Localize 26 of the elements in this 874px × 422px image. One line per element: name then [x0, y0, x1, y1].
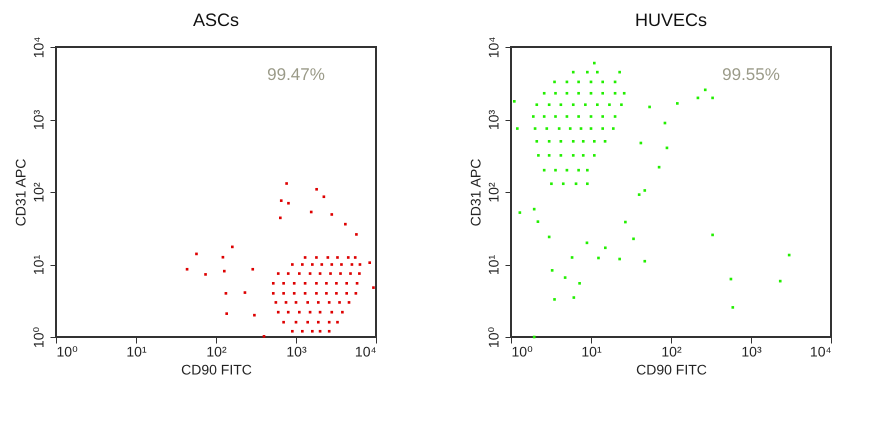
x-tick-label: 10⁰: [56, 344, 78, 360]
x-tick-label: 10⁴: [354, 344, 376, 360]
y-tick-label: 10²: [486, 182, 502, 203]
x-tick-label: 10¹: [581, 344, 602, 360]
x-tick-label: 10²: [206, 344, 227, 360]
y-axis-title: CD31 APC: [468, 158, 484, 226]
x-tick-label: 10⁴: [810, 344, 832, 360]
y-tick-label: 10¹: [486, 254, 502, 276]
annotation: 99.55%: [722, 65, 780, 84]
x-tick-label: 10¹: [126, 344, 147, 360]
annotation: 99.47%: [267, 65, 325, 84]
x-tick-label: 10⁰: [512, 344, 534, 360]
chart-title: HUVECs: [634, 10, 708, 30]
chart-title: ASCs: [192, 10, 240, 30]
y-tick-label: 10⁴: [30, 36, 46, 58]
x-tick-label: 10³: [286, 344, 307, 360]
y-tick-label: 10⁴: [486, 36, 502, 58]
y-tick-label: 10³: [30, 110, 46, 130]
x-tick-label: 10²: [661, 344, 682, 360]
x-tick-label: 10³: [741, 344, 762, 360]
y-axis-title: CD31 APC: [12, 158, 28, 226]
x-axis-title: CD90 FITC: [636, 362, 707, 378]
y-tick-label: 10²: [30, 182, 46, 203]
y-tick-label: 10¹: [30, 254, 46, 276]
y-tick-label: 10³: [486, 110, 502, 130]
x-axis-title: CD90 FITC: [181, 362, 252, 378]
